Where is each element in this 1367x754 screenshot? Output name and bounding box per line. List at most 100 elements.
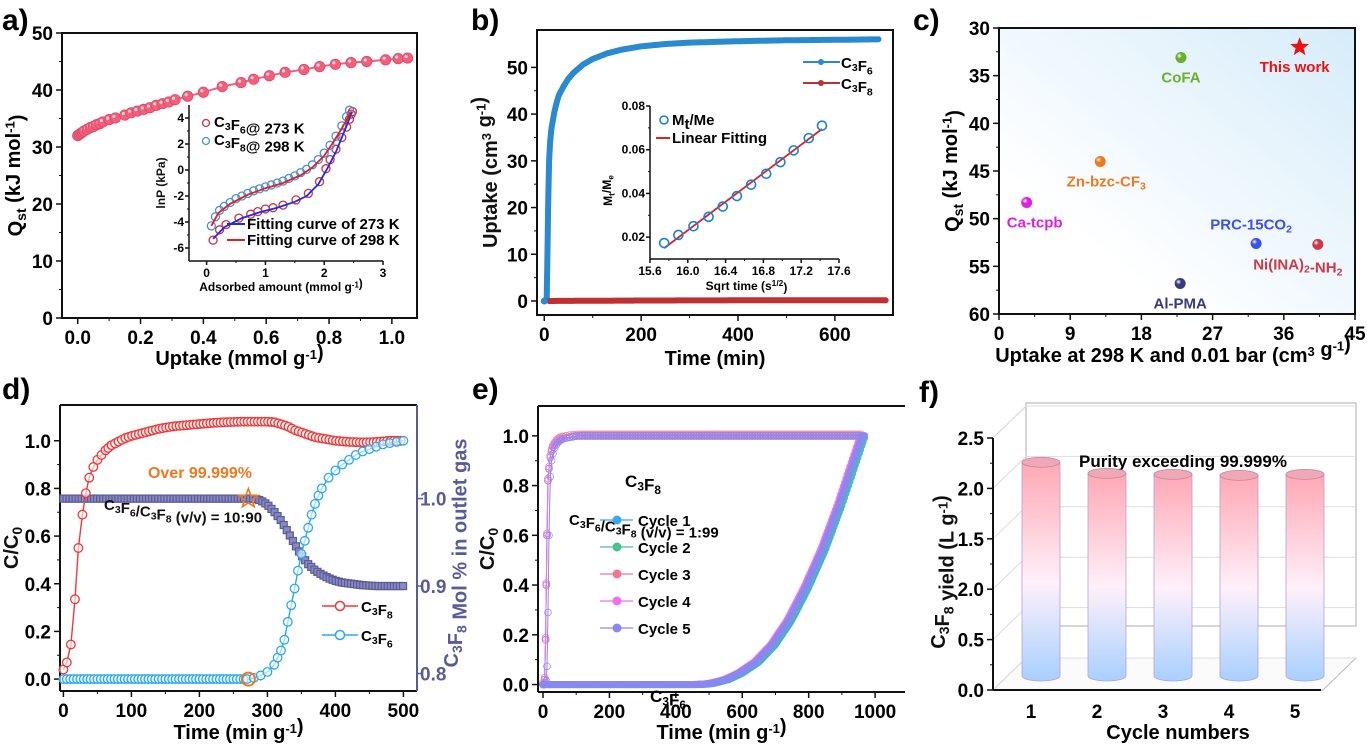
c-data-point <box>1250 237 1262 249</box>
text-span: ) <box>1344 333 1351 355</box>
text-span: F <box>231 117 240 134</box>
a-data-point-highlight <box>165 98 169 103</box>
e-c3f8-point-4 <box>652 431 661 440</box>
e-c3f8-point-4 <box>596 431 605 440</box>
e-c3f8-point-4 <box>841 431 850 440</box>
c-point-label: This work <box>1260 59 1331 76</box>
text-span: Over 99.999% <box>148 465 252 482</box>
b-inset-data-point <box>688 220 699 232</box>
f-bar-body <box>1087 472 1127 682</box>
d-series-point-1 <box>330 465 341 476</box>
f-xtick-label: 5 <box>1290 702 1301 723</box>
a-data-point <box>263 70 275 82</box>
b-inset-xtick-label: 16.4 <box>714 264 738 278</box>
text-span: /Me <box>690 112 715 129</box>
d-ytick-label: 0.2 <box>25 622 51 643</box>
e-c3f8-point-4 <box>689 431 698 440</box>
text-span: -1 <box>2 121 17 133</box>
a-xtick-label: 0.6 <box>253 328 279 349</box>
c-data-point <box>1174 277 1186 289</box>
d-series-point-1 <box>398 435 409 446</box>
text-span: (v/v) = 1:99 <box>637 525 719 542</box>
e-c3f8-point-4 <box>836 431 844 440</box>
a-inset-point-0 <box>214 225 225 235</box>
e-legend-label: Cycle 4 <box>638 594 691 611</box>
e-c3f8-point-3 <box>544 476 552 485</box>
e-c3f6-point-4 <box>860 432 869 440</box>
e-xtick-label: 1000 <box>854 702 896 723</box>
text-span: 600 <box>819 325 851 346</box>
e-c3f8-point-4 <box>708 431 717 440</box>
b-legend-label: C3F8 <box>841 76 873 98</box>
e-c3f8-point-4 <box>650 431 658 440</box>
e-c3f8-point-4 <box>724 431 733 440</box>
e-c3f8-point-4 <box>727 431 735 440</box>
e-c3f8-point-4 <box>655 431 664 440</box>
a-data-point-highlight <box>404 54 408 59</box>
b-inset-legend-marker <box>659 115 669 125</box>
a-data-point-highlight <box>140 106 144 110</box>
panel-f: f) 0.0 0.5 2.0 1.5 2.0 2.5 Purity exceeding 99.… <box>905 372 1367 749</box>
text-span: 3 <box>662 695 669 709</box>
e-c3f8-point-4 <box>758 431 767 440</box>
text-span: 300 <box>252 701 284 722</box>
a-inset-y-label: lnP (kPa) <box>154 157 168 208</box>
d-legend-marker <box>334 629 346 641</box>
a-inset-x-label: Adsorbed amount (mmol g-1) <box>199 276 363 294</box>
e-c3f8-point-4 <box>790 431 799 440</box>
a-data-point-highlight <box>171 96 176 100</box>
d-series-point-1 <box>279 634 290 645</box>
text-span: 10 <box>32 252 53 273</box>
d-annotation-purity: Over 99.999% <box>148 465 252 482</box>
a-inset-point-0 <box>337 132 347 143</box>
e-c3f8-line-4 <box>543 435 862 685</box>
d-ytick-label: 1.0 <box>25 432 51 453</box>
text-span: 16.0 <box>676 264 700 278</box>
e-c3f8-point-4 <box>676 431 685 440</box>
e-c3f8-point-4 <box>793 431 802 440</box>
e-c3f8-point-4 <box>586 431 594 440</box>
text-span: 500 <box>388 701 420 722</box>
f-gridline-side <box>992 405 1027 439</box>
a-inset-ytick-label: -4 <box>173 215 184 229</box>
e-c3f8-point-4 <box>838 431 847 440</box>
text-span: st <box>950 204 966 217</box>
a-data-point <box>298 63 310 76</box>
text-span: C <box>625 472 637 491</box>
e-legend-label: Cycle 2 <box>638 540 691 557</box>
d-x-axis-label: Time (min g-1) <box>173 716 303 744</box>
e-xtick-label: 400 <box>660 702 692 723</box>
e-c3f8-point-4 <box>545 531 553 540</box>
text-span: 0.0 <box>503 676 529 697</box>
f-x-axis-label: Cycle numbers <box>1106 722 1249 744</box>
c-point-label: Al-PMA <box>1154 295 1207 312</box>
text-span: 3 <box>225 139 231 151</box>
f-title: Purity exceeding 99.999% <box>1079 452 1287 471</box>
text-span: /M <box>600 180 614 193</box>
e-c3f8-point-4 <box>695 431 703 440</box>
a-data-point <box>182 90 194 102</box>
text-span: 0.4 <box>25 575 52 596</box>
text-span: 0 <box>203 266 210 280</box>
d-series-point-0 <box>65 639 76 650</box>
text-span: 8 <box>240 142 246 154</box>
f-xtick-label: 1 <box>1026 702 1037 723</box>
text-span: 8 <box>867 86 873 98</box>
e-annotation-c3f8: C3F8 <box>625 472 661 497</box>
e-c3f8-point-4 <box>751 431 759 440</box>
panel-label-a: a) <box>2 4 29 37</box>
text-span: -1 <box>352 280 360 289</box>
c-point-label: CoFA <box>1161 70 1200 87</box>
e-annotation-c3f6: C3F6 <box>650 687 686 712</box>
text-span: C <box>928 634 950 648</box>
a-data-point <box>314 61 326 73</box>
d-series-point-1 <box>276 645 286 656</box>
text-span: 3 <box>580 519 586 531</box>
e-c3f8-point-4 <box>615 431 624 440</box>
text-span: 0.6 <box>253 328 279 349</box>
text-span: -1 <box>768 721 780 736</box>
text-span: C <box>214 114 225 131</box>
d-xtick-label: 500 <box>388 701 420 722</box>
a-xtick-label: 0.2 <box>127 328 153 349</box>
text-span: Mol % in outlet gas <box>449 439 470 626</box>
